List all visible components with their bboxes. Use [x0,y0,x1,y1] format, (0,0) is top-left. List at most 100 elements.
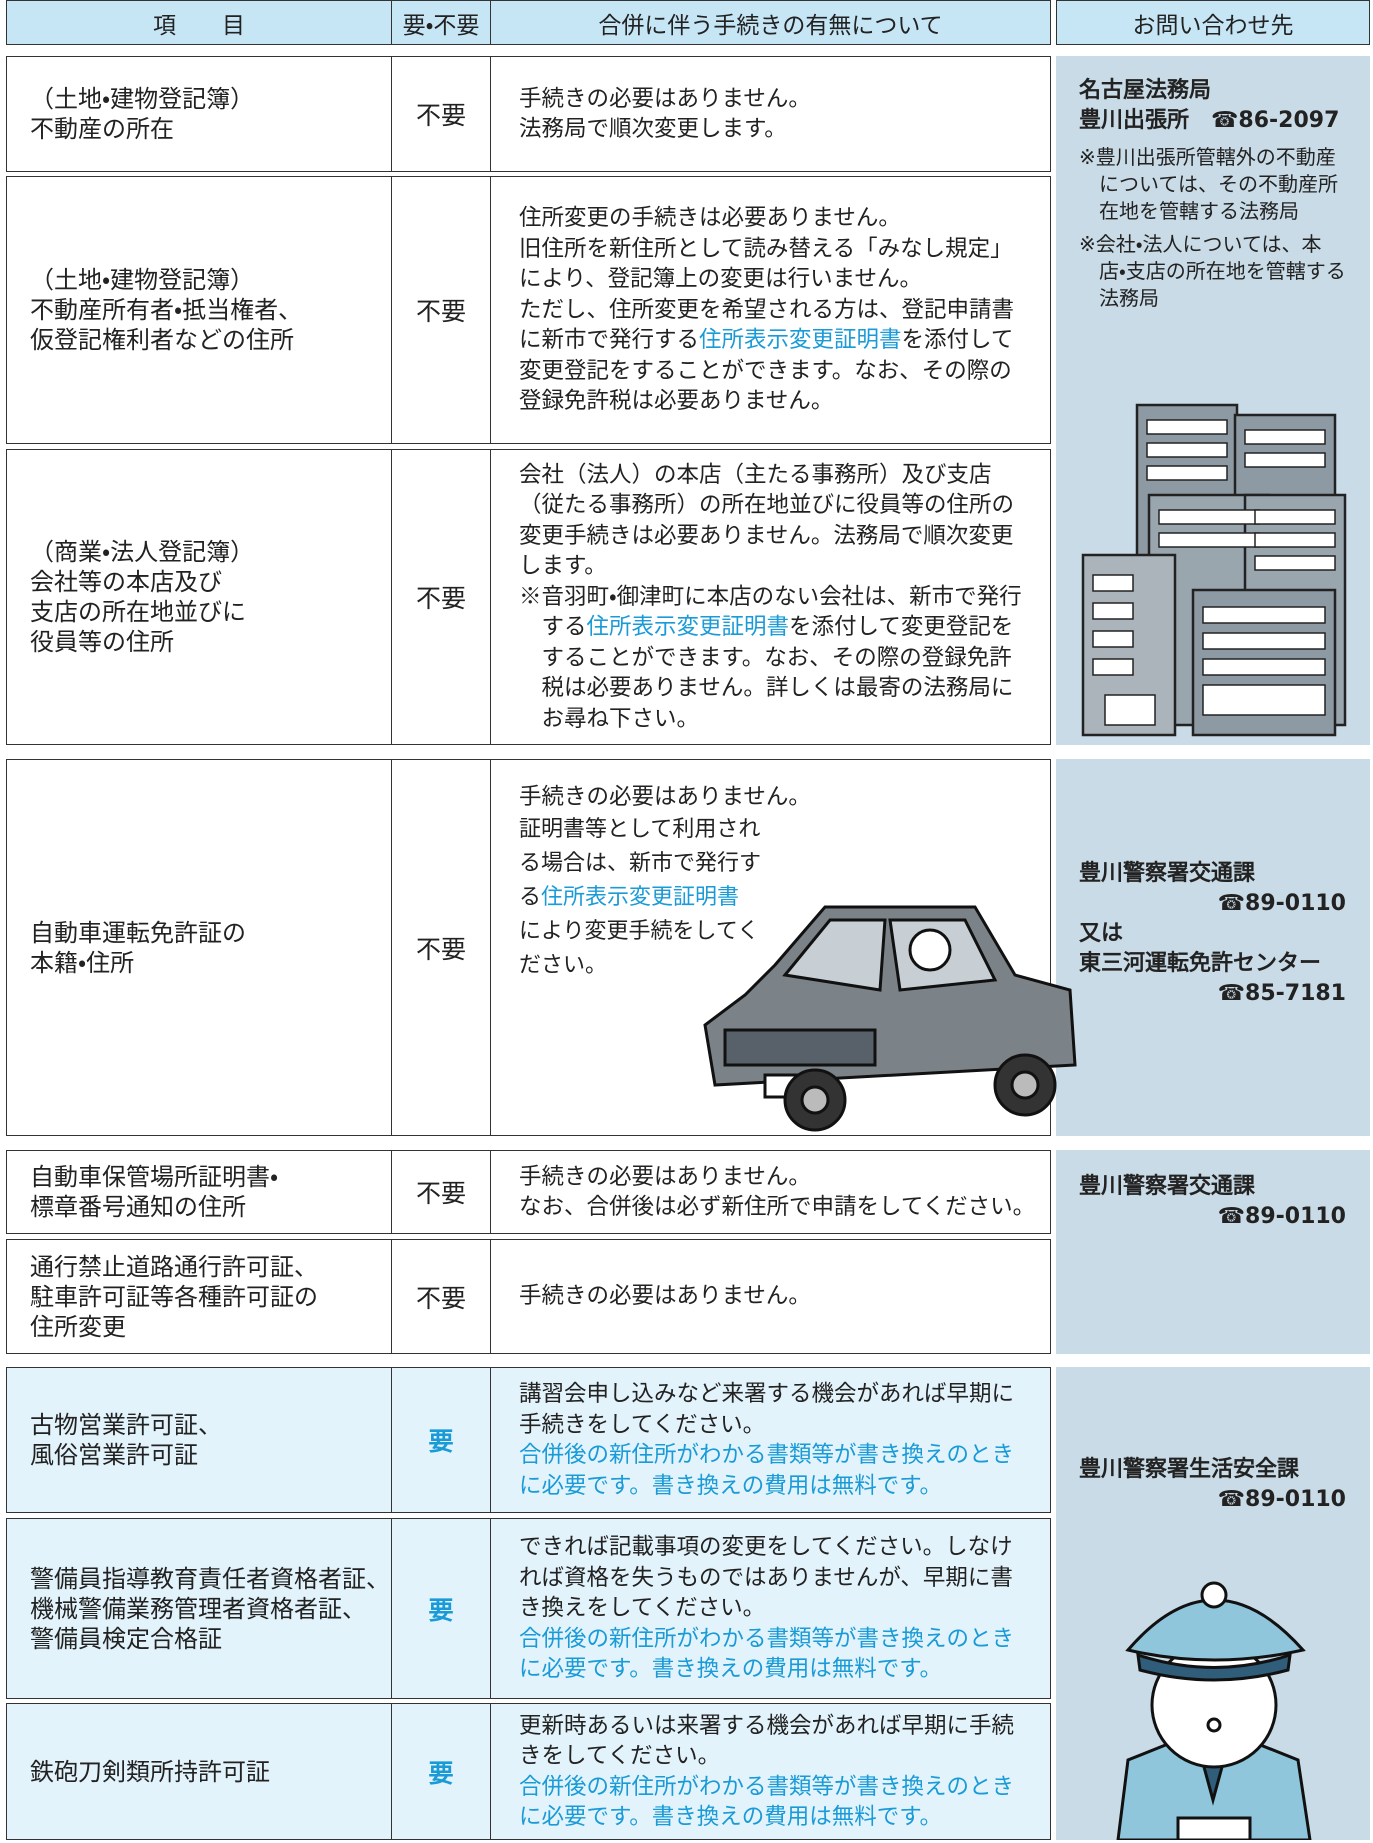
item-line: 仮登記権利者などの住所 [30,326,294,354]
item-line: 古物営業許可証、 [30,1411,222,1439]
text: 手続きの必要はありません。 [519,1163,811,1190]
contact-line: 豊川警察署生活安全課 [1079,1457,1300,1482]
text: 手続きの必要はありません。 [519,1283,811,1310]
text: 旧住所を新住所として読み替える「みなし規定」により、登記簿上の変更は行いません。 [519,235,1013,293]
text: 合併後の新住所がわかる書類等が書き換えのときに必要です。書き換えの費用は無料です… [519,1625,1015,1683]
procedure: 会社（法人）の本店（主たる事務所）及び支店（従たる事務所）の所在地並びに役員等の… [490,449,1051,745]
procedure: できれば記載事項の変更をしてください。しなければ資格を失うものではありませんが、… [490,1518,1051,1699]
contact: 豊川警察署交通課 ☎89-0110 [1056,1150,1370,1354]
item-line: 支店の所在地並びに [30,598,246,626]
text: ただし、住所変更を希望される方は、登記申請書に新市で発行する [519,296,1015,354]
item-line: （土地・建物登記簿） [30,85,255,113]
contact-phone: ☎89-0110 [1217,1487,1346,1512]
buildings-illustration [1081,403,1347,737]
item-line: 自動車保管場所証明書・ [30,1163,279,1191]
item-line: 風俗営業許可証 [30,1441,198,1469]
text: 会社（法人）の本店（主たる事務所）及び支店（従たる事務所）の所在地並びに役員等の… [519,461,992,519]
need: 不要 [391,56,491,172]
need: 不要 [391,1150,491,1234]
header-cell: 合併に伴う手続きの有無について [490,0,1051,45]
contact-line: 東三河運転免許センター [1079,951,1322,976]
text: を添付して変更登記をすることができます。なお、その際の登録免許税は必要ありません… [541,614,1014,732]
link-text: 住所表示変更証明書 [699,327,902,354]
link-text: 住所表示変更証明書 [541,884,740,910]
procedure: 住所変更の手続きは必要ありません。旧住所を新住所として読み替える「みなし規定」に… [490,176,1051,444]
item-line: 警備員指導教育責任者資格者証、 [30,1564,390,1593]
text: 住所変更の手続きは必要ありません。 [519,205,901,232]
procedure: 講習会申し込みなど来署する機会があれば早期に手続きをしてください。 合併後の新住所… [490,1367,1051,1513]
need: 要 [391,1367,491,1513]
need: 不要 [391,176,491,444]
contact-phone: ☎89-0110 [1217,891,1346,916]
text: なお、合併後は必ず新住所で申請をしてください。 [519,1194,1036,1220]
item: （土地・建物登記簿） 不動産の所在 [6,56,392,172]
item: 通行禁止道路通行許可証、 駐車許可証等各種許可証の 住所変更 [6,1239,392,1354]
item-line: 不動産の所在 [30,115,174,143]
procedure: 更新時あるいは来署する機会があれば早期に手続きをしてください。 合併後の新住所がわ… [490,1703,1051,1840]
item: 鉄砲刀剣類所持許可証 [6,1703,392,1840]
contact-note: ※豊川出張所管轄外の不動産については、その不動産所在地を管轄する法務局 [1079,145,1338,223]
procedure: 手続きの必要はありません。なお、合併後は必ず新住所で申請をしてください。 [490,1150,1051,1234]
item-line: 標章番号通知の住所 [30,1193,246,1221]
text: 法務局で順次変更します。 [519,522,1014,580]
text: 講習会申し込みなど来署する機会があれば [519,1381,947,1407]
text: 合併後の新住所がわかる書類等が書き換えのときに必要です。書き換えの費用は無料です… [519,1773,1015,1831]
item-line: 会社等の本店及び [30,568,222,596]
text: の変更手続きは必要ありません。 [519,492,1015,549]
text: 証明書等として利用される場合は、新市で発行する [519,816,762,910]
contact-line: 豊川出張所 ☎86-2097 [1079,108,1340,133]
item-line: 鉄砲刀剣類所持許可証 [30,1757,270,1786]
item: 古物営業許可証、 風俗営業許可証 [6,1367,392,1513]
text: 早期に手続きをしてください。 [519,1381,1015,1438]
item-line: 住所変更 [30,1312,126,1341]
header-cell: 項 目 [6,0,392,45]
item: （商業・法人登記簿） 会社等の本店及び 支店の所在地並びに 役員等の住所 [6,449,392,745]
item-line: 本籍・住所 [30,948,135,977]
text: を添付して変更登記をすることができます。なお、その際の登録免許税は必要ありません… [519,327,1014,415]
item-line: （商業・法人登記簿） [30,538,255,566]
contact-phone: ☎89-0110 [1217,1204,1346,1229]
item: 自動車保管場所証明書・ 標章番号通知の住所 [6,1150,392,1234]
link-text: 住所表示変更証明書 [586,614,790,641]
contact-note: ※会社・法人については、本店・支店の所在地を管轄する法務局 [1079,232,1346,310]
item-line: 警備員検定合格証 [30,1624,222,1653]
item-line: 機械警備業務管理者資格者証、 [30,1594,366,1623]
contact-phone: ☎85-7181 [1217,981,1346,1006]
car-illustration [703,905,1077,1132]
text: により変更手続をしてください。 [519,918,760,978]
procedure: 手続きの必要はありません。 法務局で順次変更します。 [490,56,1051,172]
procedure: 手続きの必要はありません。証明書等として利用される場合は、新市で発行する住所表示… [490,759,1051,1136]
need: 不要 [391,759,491,1136]
contact-line: 豊川警察署交通課 [1079,1174,1256,1199]
header-cell: お問い合わせ先 [1056,0,1370,45]
contact: 豊川警察署交通課 ☎89-0110 又は 東三河運転免許センター ☎85-718… [1056,759,1370,1136]
text: 合併後の新住所がわかる書類等が書き換えのときに必要です。書き換えの費用は無料です… [519,1442,1015,1499]
item-line: 駐車許可証等各種許可証の [30,1282,318,1311]
item-line: 不動産所有者・抵当権者、 [30,296,303,324]
header-cell: 要・不要 [391,0,491,45]
item-line: 通行禁止道路通行許可証、 [30,1252,318,1281]
need: 要 [391,1703,491,1840]
text: 更新時あるいは来署する機会があれば [519,1712,902,1739]
need: 要 [391,1518,491,1699]
item-line: （土地・建物登記簿） [30,266,255,294]
item-line: 自動車運転免許証の [30,918,246,947]
contact-line: 名古屋法務局 [1079,78,1212,103]
text: 手続きの必要はありません。 [519,784,811,810]
item: 自動車運転免許証の 本籍・住所 [6,759,392,1136]
text: 法務局で順次変更します。 [519,116,787,142]
need: 不要 [391,1239,491,1354]
text: 早期に手続きをしてください。 [519,1712,1015,1770]
text: 手続きの必要はありません。 [519,85,811,112]
procedure: 手続きの必要はありません。 [490,1239,1051,1354]
item: 警備員指導教育責任者資格者証、 機械警備業務管理者資格者証、 警備員検定合格証 [6,1518,392,1699]
text: できれば記載事項の変更をしてください。しなければ資格を失うものではありませんが、… [519,1534,1013,1622]
contact-line: 又は [1079,921,1124,946]
police-illustration [1116,1581,1312,1840]
item-line: 役員等の住所 [30,628,174,656]
need: 不要 [391,449,491,745]
text: ※音羽町・御津町に本店のない会社は、新市で発行する [519,583,1022,641]
contact-line: 豊川警察署交通課 [1079,861,1256,886]
item: （土地・建物登記簿） 不動産所有者・抵当権者、 仮登記権利者などの住所 [6,176,392,444]
